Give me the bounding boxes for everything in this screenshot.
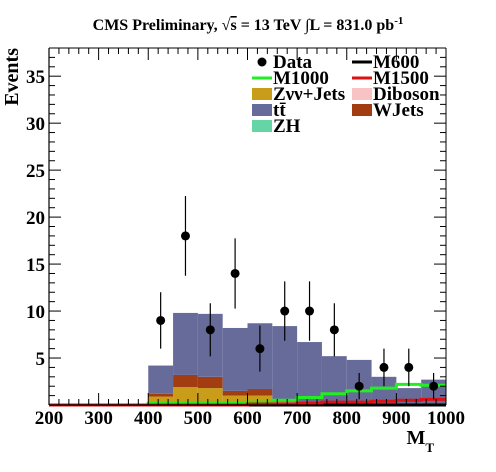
- data-marker: [329, 325, 339, 335]
- data-point: [354, 372, 364, 400]
- title-part-0: CMS Preliminary,: [93, 17, 222, 34]
- y-tick-label: 20: [26, 208, 45, 229]
- legend-label: Zνν+Jets: [273, 84, 345, 105]
- y-tick-label: 5: [36, 349, 46, 370]
- stack-bar: [222, 390, 248, 396]
- data-point: [404, 348, 414, 387]
- legend-swatch: [252, 104, 272, 116]
- x-tick-label: 600: [233, 408, 262, 429]
- title-part-5: L = 831.0 pb: [309, 17, 394, 34]
- legend-label: Diboson: [373, 84, 440, 105]
- data-marker: [429, 381, 439, 391]
- data-point: [305, 281, 315, 341]
- data-points: [156, 196, 439, 400]
- stack-bar: [148, 396, 174, 405]
- stack-wjets: [148, 374, 273, 397]
- x-axis-title: MT: [406, 427, 434, 455]
- legend-item: tt̄: [252, 100, 286, 121]
- x-tick-label: 400: [134, 408, 163, 429]
- data-point: [255, 325, 265, 372]
- stack-bar: [222, 327, 248, 391]
- stack-bar: [247, 395, 273, 405]
- stack-bar: [148, 393, 174, 397]
- legend-label: M1000: [273, 68, 329, 89]
- data-point: [180, 196, 190, 276]
- y-tick-label: 15: [26, 255, 45, 276]
- stack-z-jets: [148, 387, 322, 405]
- x-axis-title-subscript: T: [425, 440, 434, 455]
- data-marker: [205, 325, 215, 335]
- data-marker: [255, 344, 265, 354]
- data-point: [230, 238, 240, 309]
- x-tick-label: 500: [184, 408, 213, 429]
- data-marker: [156, 315, 166, 325]
- stack-bar: [222, 395, 248, 405]
- x-tick-label: 1000: [427, 408, 465, 429]
- data-marker: [230, 268, 240, 278]
- legend-item: M1000: [252, 68, 329, 89]
- x-tick-label: 300: [84, 408, 113, 429]
- stack-bar: [297, 342, 322, 403]
- y-tick-label: 35: [26, 67, 45, 88]
- data-point: [280, 281, 290, 341]
- legend-item: Data: [257, 52, 313, 73]
- title-part-3: = 13 TeV: [237, 17, 305, 34]
- chart-title: CMS Preliminary, √s = 13 TeV ∫L = 831.0 …: [93, 15, 404, 35]
- data-marker: [280, 306, 290, 316]
- data-marker: [404, 362, 414, 372]
- legend-swatch: [352, 104, 372, 116]
- title-part-1: √: [222, 17, 231, 34]
- legend-label: WJets: [373, 100, 424, 121]
- x-tick-label: 900: [382, 408, 411, 429]
- legend-marker: [257, 57, 267, 67]
- stack-bar: [173, 312, 198, 375]
- title-part-4: ∫: [304, 17, 311, 35]
- legend-item: ZH: [252, 116, 301, 137]
- data-point: [156, 292, 166, 349]
- stack-bar: [247, 389, 273, 396]
- y-tick-label: 30: [26, 114, 45, 135]
- x-tick-label: 200: [35, 408, 64, 429]
- legend-item: Diboson: [352, 84, 440, 105]
- y-axis-title: Events: [1, 48, 23, 106]
- stack-bar: [197, 388, 223, 405]
- data-point: [329, 303, 339, 357]
- legend-swatch: [252, 120, 272, 132]
- stack-bar: [173, 374, 198, 388]
- data-point: [379, 348, 389, 387]
- x-tick-label: 700: [283, 408, 312, 429]
- data-point: [429, 372, 439, 400]
- stack-bar: [321, 356, 347, 405]
- legend-label: M600: [373, 52, 419, 73]
- legend-swatch: [352, 88, 372, 100]
- stack-bar: [173, 387, 198, 405]
- stack-bar: [197, 376, 223, 389]
- legend-swatch: [252, 88, 272, 100]
- data-marker: [354, 381, 364, 391]
- legend-item: M600: [352, 52, 419, 73]
- legend-label: M1500: [373, 68, 429, 89]
- legend-label: tt̄: [273, 100, 286, 121]
- title-part-2: s: [230, 17, 236, 34]
- data-point: [205, 303, 215, 357]
- data-marker: [180, 231, 190, 241]
- stack-bar: [148, 365, 174, 394]
- data-marker: [305, 306, 315, 316]
- legend-item: Zνν+Jets: [252, 84, 345, 105]
- stack-bar: [396, 388, 422, 405]
- y-tick-label: 10: [26, 302, 45, 323]
- legend-item: M1500: [352, 68, 429, 89]
- background-stack: [148, 312, 446, 405]
- data-marker: [379, 362, 389, 372]
- title-part-6: -1: [394, 15, 403, 27]
- legend-item: WJets: [352, 100, 424, 121]
- y-tick-label: 25: [26, 161, 45, 182]
- x-tick-label: 800: [333, 408, 362, 429]
- legend-label: Data: [273, 52, 313, 73]
- legend-label: ZH: [273, 116, 301, 137]
- axes: 5 10 15 20 25 30 35 200 300 400 500 600 700 800 900 100…: [1, 47, 465, 455]
